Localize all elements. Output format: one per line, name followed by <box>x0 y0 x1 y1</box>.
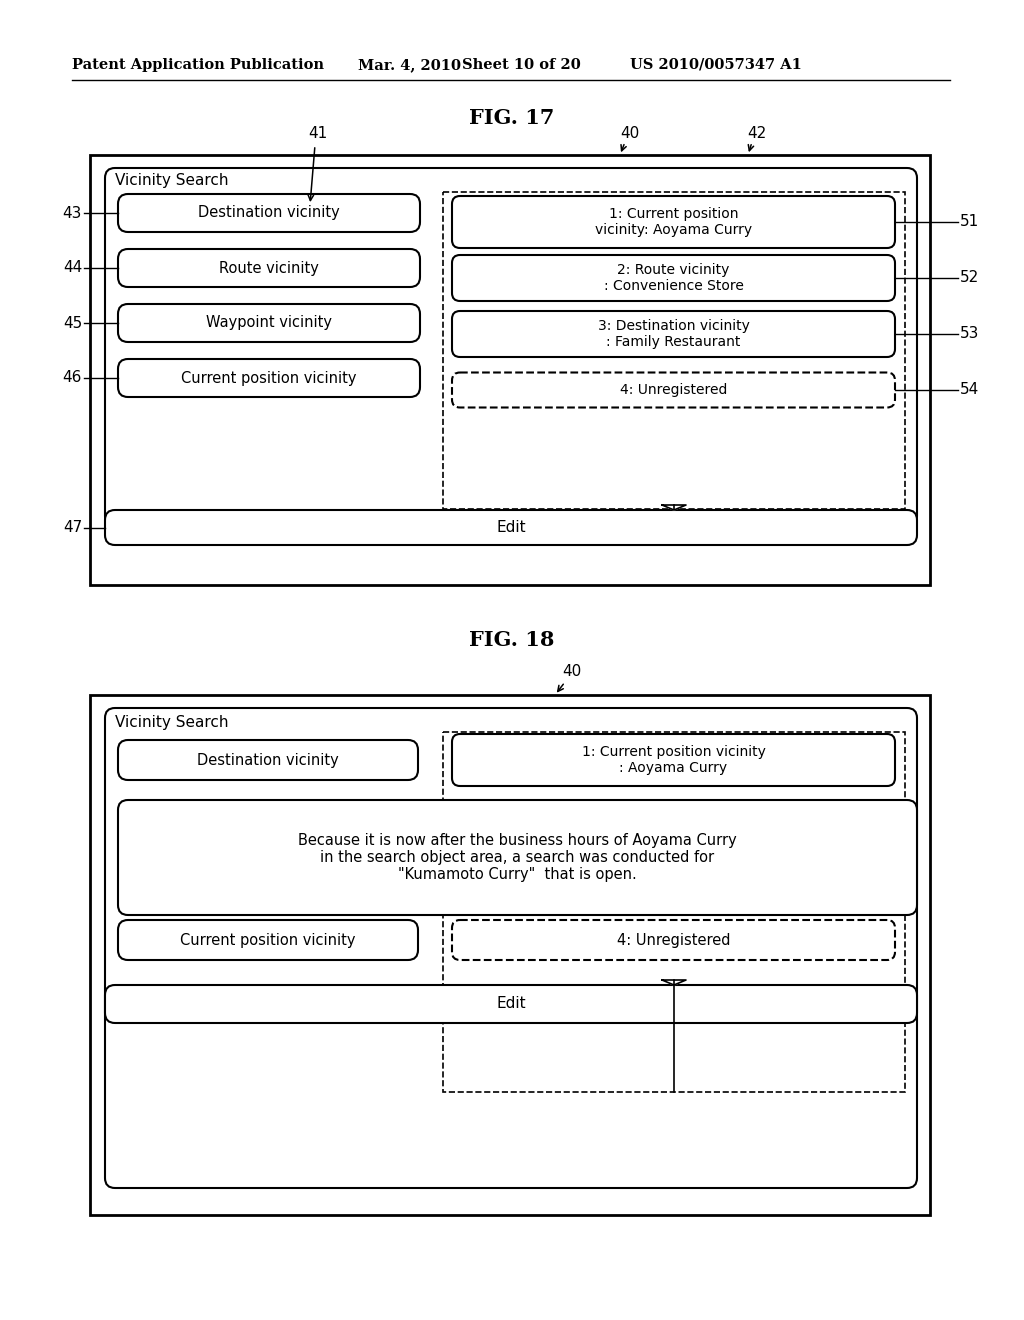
FancyBboxPatch shape <box>105 985 918 1023</box>
Text: Patent Application Publication: Patent Application Publication <box>72 58 324 73</box>
Text: Current position vicinity: Current position vicinity <box>180 932 355 948</box>
Bar <box>443 733 905 1092</box>
Text: 1: Current position
vicinity: Aoyama Curry: 1: Current position vicinity: Aoyama Cur… <box>595 207 752 238</box>
Text: 40: 40 <box>621 125 640 140</box>
Polygon shape <box>662 506 686 510</box>
Polygon shape <box>662 979 686 985</box>
FancyBboxPatch shape <box>105 510 918 545</box>
Text: FIG. 18: FIG. 18 <box>469 630 555 649</box>
Text: Edit: Edit <box>497 997 525 1011</box>
Text: 51: 51 <box>961 214 979 230</box>
FancyBboxPatch shape <box>452 195 895 248</box>
FancyBboxPatch shape <box>452 312 895 356</box>
Text: 45: 45 <box>62 315 82 330</box>
Text: Edit: Edit <box>497 520 525 535</box>
FancyBboxPatch shape <box>105 708 918 1188</box>
Text: 3: Destination vicinity
: Family Restaurant: 3: Destination vicinity : Family Restaur… <box>598 319 750 348</box>
Text: 54: 54 <box>961 383 979 397</box>
Text: Sheet 10 of 20: Sheet 10 of 20 <box>462 58 581 73</box>
Text: 42: 42 <box>748 125 767 140</box>
Text: 44: 44 <box>62 260 82 276</box>
Text: Vicinity Search: Vicinity Search <box>115 714 228 730</box>
Text: 41: 41 <box>308 125 328 140</box>
FancyBboxPatch shape <box>118 920 418 960</box>
Text: Vicinity Search: Vicinity Search <box>115 173 228 187</box>
Text: 46: 46 <box>62 371 82 385</box>
FancyBboxPatch shape <box>118 194 420 232</box>
Text: Because it is now after the business hours of Aoyama Curry
in the search object : Because it is now after the business hou… <box>298 833 737 882</box>
Text: 1: Current position vicinity
: Aoyama Curry: 1: Current position vicinity : Aoyama Cu… <box>582 744 765 775</box>
FancyBboxPatch shape <box>452 734 895 785</box>
Text: Mar. 4, 2010: Mar. 4, 2010 <box>358 58 461 73</box>
Text: FIG. 17: FIG. 17 <box>469 108 555 128</box>
Text: 53: 53 <box>961 326 979 342</box>
FancyBboxPatch shape <box>118 249 420 286</box>
FancyBboxPatch shape <box>452 255 895 301</box>
Text: 52: 52 <box>961 271 979 285</box>
Text: Route vicinity: Route vicinity <box>219 260 318 276</box>
FancyBboxPatch shape <box>118 359 420 397</box>
Text: Destination vicinity: Destination vicinity <box>198 206 340 220</box>
Text: US 2010/0057347 A1: US 2010/0057347 A1 <box>630 58 802 73</box>
FancyBboxPatch shape <box>452 372 895 408</box>
FancyBboxPatch shape <box>118 800 918 915</box>
Bar <box>90 696 930 1214</box>
Text: 2: Route vicinity
: Convenience Store: 2: Route vicinity : Convenience Store <box>603 263 743 293</box>
FancyBboxPatch shape <box>105 168 918 525</box>
Text: 40: 40 <box>562 664 582 680</box>
Bar <box>443 191 905 510</box>
FancyBboxPatch shape <box>452 920 895 960</box>
Text: 4: Unregistered: 4: Unregistered <box>620 383 727 397</box>
FancyBboxPatch shape <box>118 304 420 342</box>
Text: 4: Unregistered: 4: Unregistered <box>616 932 730 948</box>
Text: 43: 43 <box>62 206 82 220</box>
Text: Current position vicinity: Current position vicinity <box>181 371 356 385</box>
Bar <box>90 154 930 585</box>
Text: Waypoint vicinity: Waypoint vicinity <box>206 315 332 330</box>
FancyBboxPatch shape <box>118 741 418 780</box>
Text: Destination vicinity: Destination vicinity <box>198 752 339 767</box>
Text: 47: 47 <box>62 520 82 535</box>
